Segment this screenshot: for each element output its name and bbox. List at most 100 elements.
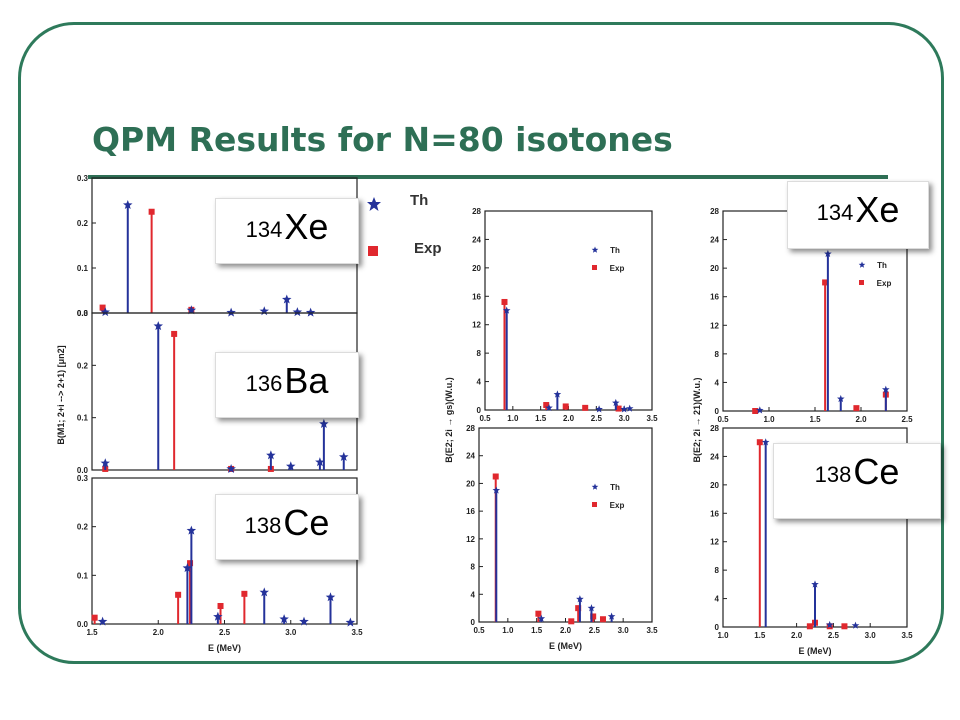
isotope-label-134xe-e2: 134 Xe — [787, 181, 929, 249]
exp-square-point — [806, 623, 813, 630]
th-star-point — [587, 604, 596, 612]
y-tick-label: 4 — [715, 378, 720, 387]
exp-square-point — [756, 439, 763, 446]
th-star-point — [226, 464, 236, 473]
exp-square-point — [599, 616, 606, 623]
y-tick-label: 24 — [466, 452, 475, 461]
th-star-point — [502, 306, 511, 314]
y-tick-label: 8 — [471, 563, 476, 572]
isotope-mass: 138 — [244, 513, 282, 538]
th-star-point — [576, 595, 584, 603]
x-tick-label: 2.5 — [589, 626, 601, 635]
isotope-mass: 138 — [814, 462, 852, 487]
y-tick-label: 16 — [710, 509, 719, 518]
th-star-point — [186, 525, 197, 535]
slide-frame — [18, 22, 944, 664]
y-tick-label: 12 — [472, 321, 481, 330]
y-axis-label: B(E2; 2i → gs)(W.u.) — [444, 377, 454, 463]
x-tick-label: 3.5 — [646, 626, 658, 635]
th-star-point — [851, 621, 860, 629]
isotope-label-138ce-e2: 138 Ce — [773, 443, 941, 519]
x-tick-label: 2.0 — [560, 626, 572, 635]
th-star-point — [259, 587, 269, 597]
exp-square-point — [822, 279, 829, 286]
exp-square-point — [99, 304, 106, 311]
x-tick-label: 3.0 — [865, 631, 877, 640]
x-tick-label: 1.5 — [809, 415, 821, 424]
x-tick-label: 2.0 — [791, 631, 803, 640]
x-tick-label: 0.5 — [717, 415, 729, 424]
th-star-point — [553, 390, 562, 398]
exp-square-point — [148, 208, 155, 215]
th-star-point — [607, 612, 616, 620]
slide-title: QPM Results for N=80 isotones — [92, 120, 673, 159]
y-tick-label: 12 — [710, 321, 719, 330]
y-tick-label: 24 — [472, 235, 481, 244]
exp-square-point — [575, 605, 582, 612]
x-tick-label: 3.0 — [618, 626, 630, 635]
y-tick-label: 0.0 — [77, 309, 89, 318]
x-tick-label: 1.0 — [717, 631, 729, 640]
th-star-point — [282, 294, 292, 304]
isotope-symbol: Xe — [284, 206, 329, 247]
x-tick-label: 3.0 — [285, 628, 297, 637]
y-tick-label: 28 — [710, 424, 719, 433]
x-tick-label: 0.5 — [473, 626, 485, 635]
exp-square-point — [492, 473, 499, 480]
th-star-point — [761, 438, 770, 446]
exp-square-point — [171, 330, 178, 337]
y-tick-label: 0 — [471, 618, 476, 627]
isotope-label-136ba-m1: 136 Ba — [215, 352, 359, 418]
isotope-mass: 134 — [816, 200, 854, 225]
th-star-point — [537, 614, 546, 622]
th-star-point — [620, 405, 628, 413]
y-tick-label: 0.1 — [77, 571, 89, 580]
x-tick-label: 2.5 — [901, 415, 913, 424]
th-star-point — [97, 616, 108, 626]
th-star-point — [824, 249, 832, 258]
y-tick-label: 12 — [710, 538, 719, 547]
y-tick-label: 0.0 — [77, 620, 89, 629]
y-tick-label: 0.1 — [77, 414, 89, 423]
y-tick-label: 20 — [466, 479, 475, 488]
y-tick-label: 0 — [715, 407, 720, 416]
y-tick-label: 0.3 — [77, 309, 89, 318]
isotope-label-138ce-m1: 138 Ce — [215, 494, 359, 560]
th-star-point — [837, 394, 845, 403]
y-tick-label: 28 — [472, 207, 481, 216]
y-tick-label: 0.2 — [77, 361, 89, 370]
th-star-point — [612, 398, 620, 407]
x-tick-label: 0.5 — [479, 414, 491, 423]
th-star-point — [226, 307, 236, 317]
exp-square-point — [187, 560, 194, 567]
th-star-point — [305, 307, 316, 317]
y-tick-label: 16 — [710, 293, 719, 302]
isotope-mass: 136 — [245, 371, 283, 396]
th-star-point — [315, 457, 325, 467]
x-axis-label: E (MeV) — [208, 643, 241, 653]
th-star-point — [100, 307, 110, 317]
y-tick-label: 4 — [715, 595, 720, 604]
x-axis-label: E (MeV) — [549, 641, 582, 651]
th-star-point — [286, 461, 296, 471]
th-star-marker — [367, 197, 381, 211]
exp-square-point — [582, 404, 589, 411]
legend-th-star — [591, 246, 599, 253]
y-axis-label: B(M1; 2+i --> 2+1) [μn2] — [56, 345, 66, 444]
th-star-point — [325, 592, 336, 602]
y-tick-label: 20 — [710, 481, 719, 490]
legend-exp-text: Exp — [610, 501, 625, 510]
x-tick-label: 2.5 — [828, 631, 840, 640]
x-tick-label: 3.0 — [619, 414, 631, 423]
legend-th-text: Th — [877, 261, 887, 270]
th-star-point — [756, 406, 764, 414]
isotope-symbol: Ce — [853, 451, 900, 492]
y-tick-label: 0.3 — [77, 474, 89, 483]
y-tick-label: 0.1 — [77, 264, 89, 273]
x-tick-label: 1.0 — [502, 626, 514, 635]
y-tick-label: 0.0 — [77, 466, 89, 475]
legend-exp-square — [592, 502, 597, 507]
x-tick-label: 1.5 — [531, 626, 543, 635]
legend-th-text: Th — [610, 246, 620, 255]
th-star-point — [123, 200, 133, 209]
